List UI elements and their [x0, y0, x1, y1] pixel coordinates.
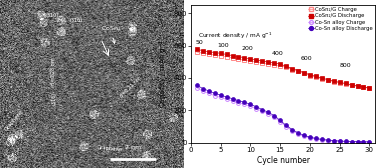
X-axis label: Cycle number: Cycle number — [257, 156, 310, 165]
Text: CoSn$_2$: CoSn$_2$ — [101, 24, 121, 43]
Text: (310): (310) — [46, 13, 59, 18]
Text: (316): (316) — [70, 18, 83, 23]
Text: d=0.28 nm: d=0.28 nm — [51, 57, 56, 85]
Text: 600: 600 — [301, 56, 313, 61]
Text: 2 nm: 2 nm — [125, 145, 141, 150]
Text: Current density / mA g$^{-1}$: Current density / mA g$^{-1}$ — [198, 31, 273, 41]
Legend: CoSn₂/G Charge, CoSn₂/G Discharge, Co-Sn alloy Charge, Co-Sn alloy Discharge: CoSn₂/G Charge, CoSn₂/G Discharge, Co-Sn… — [307, 6, 374, 32]
Text: d=0.21 nm: d=0.21 nm — [119, 75, 142, 98]
Text: 50: 50 — [196, 40, 204, 45]
Y-axis label: Capacity / mAh g$^{-1}$: Capacity / mAh g$^{-1}$ — [158, 39, 170, 108]
Text: 400: 400 — [271, 51, 283, 56]
Text: Graphene: Graphene — [5, 109, 25, 132]
Text: 800: 800 — [340, 63, 352, 68]
Text: 200: 200 — [242, 46, 253, 51]
Text: (316): (316) — [51, 92, 56, 105]
Text: 100: 100 — [218, 43, 229, 48]
Text: Graphene: Graphene — [97, 145, 123, 152]
